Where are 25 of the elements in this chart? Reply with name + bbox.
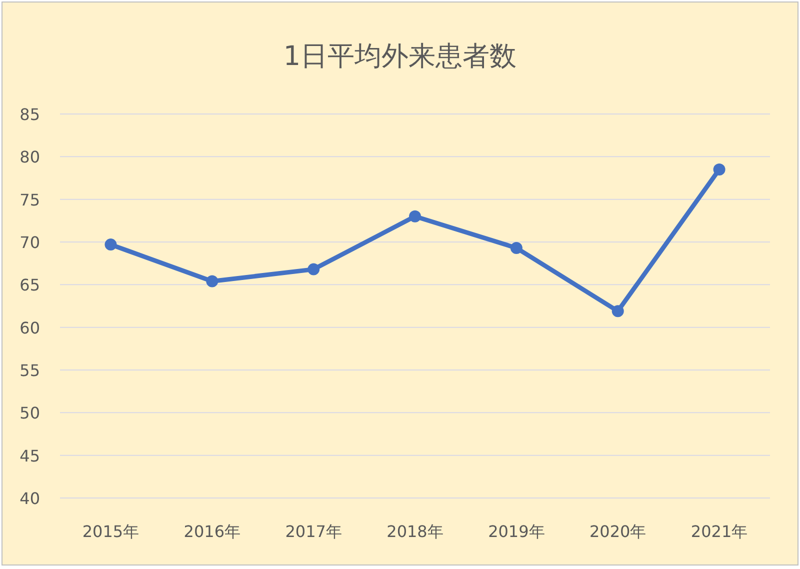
y-tick-label: 75 <box>20 190 40 210</box>
x-tick-label: 2017年 <box>285 522 342 541</box>
y-tick-label: 70 <box>20 233 40 252</box>
point <box>510 242 522 254</box>
y-tick-label: 65 <box>20 276 40 295</box>
x-tick-label: 2018年 <box>386 522 444 541</box>
chart-title: 1日平均外来患者数 <box>283 41 517 72</box>
y-tick-label: 50 <box>20 404 40 423</box>
y-tick-label: 55 <box>20 361 40 380</box>
x-tick-label: 2020年 <box>590 522 646 541</box>
x-tick-label: 2021年 <box>690 522 748 541</box>
y-tick-label: 40 <box>20 489 40 508</box>
point <box>409 210 421 222</box>
y-tick-label: 85 <box>20 105 40 124</box>
point <box>206 275 218 288</box>
point <box>612 305 624 318</box>
x-tick-label: 2016年 <box>184 522 240 541</box>
y-tick-label: 60 <box>20 318 40 338</box>
y-tick-label: 80 <box>20 148 40 167</box>
point <box>713 163 726 176</box>
x-tick-label: 2015年 <box>82 522 140 541</box>
x-tick-label: 2019年 <box>488 522 545 541</box>
point <box>104 238 117 251</box>
point <box>308 263 320 276</box>
y-tick-label: 45 <box>20 446 40 466</box>
